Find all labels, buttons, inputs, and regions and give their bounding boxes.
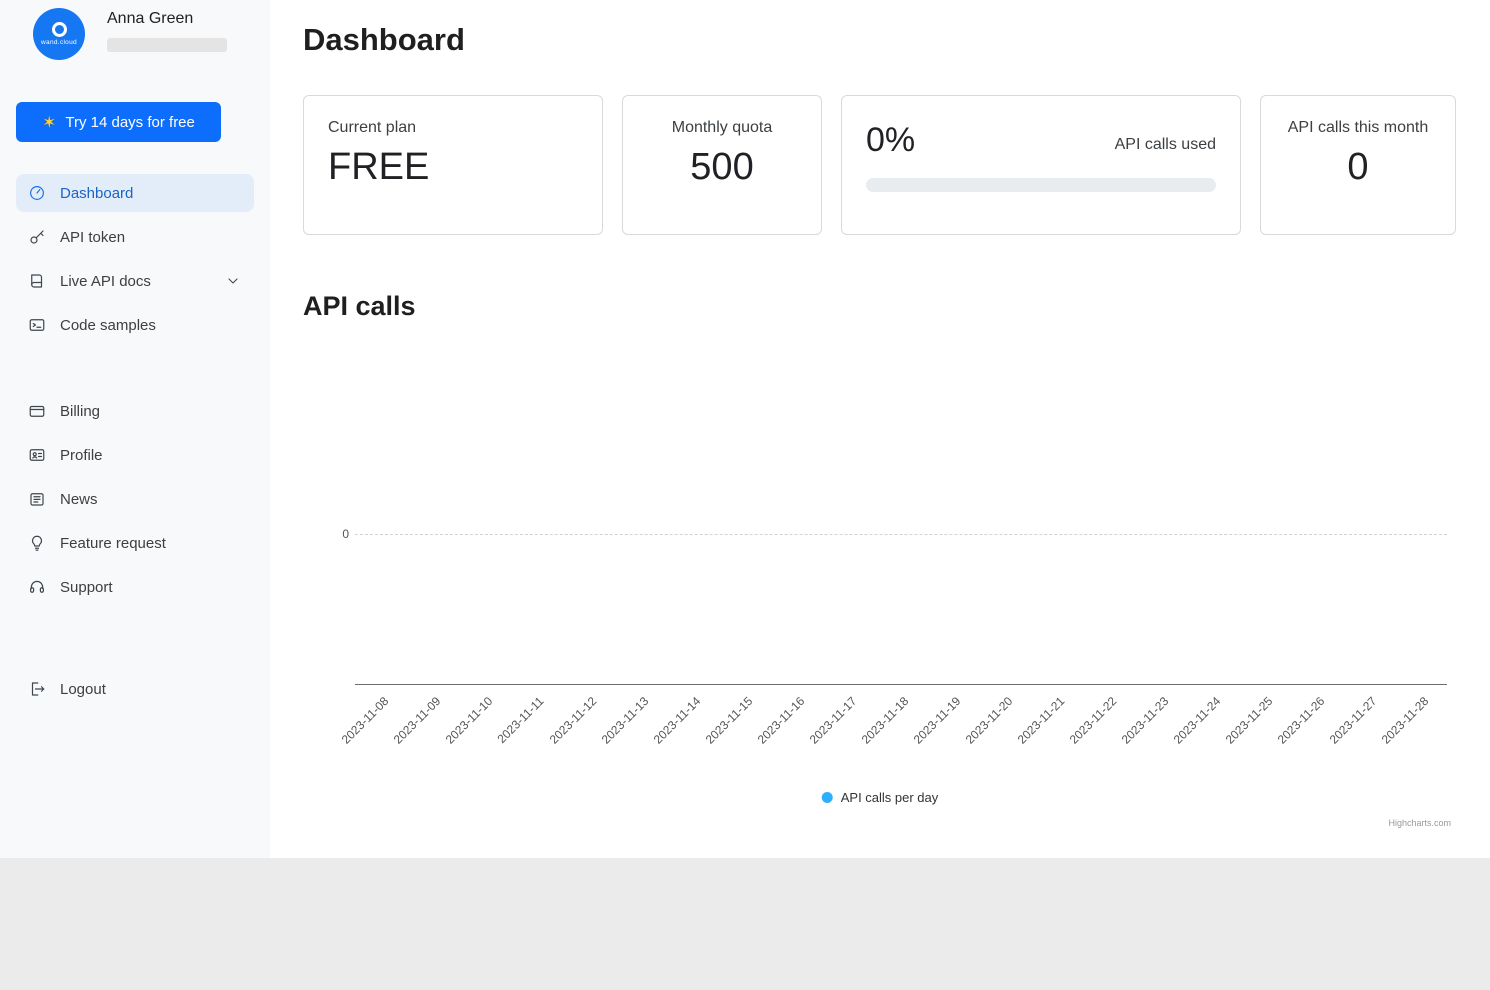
sidebar-item-label: API token	[60, 228, 126, 246]
logout-icon	[28, 680, 46, 698]
usage-progress-bar	[866, 178, 1216, 192]
card-api-calls-used: 0% API calls used	[841, 95, 1241, 235]
page-title: Dashboard	[303, 22, 465, 57]
x-axis-line	[355, 684, 1447, 685]
book-icon	[28, 272, 46, 290]
id-card-icon	[28, 446, 46, 464]
x-axis-tick-label: 2023-11-10	[442, 694, 495, 747]
newspaper-icon	[28, 490, 46, 508]
x-axis-tick-label: 2023-11-08	[338, 694, 391, 747]
legend-label: API calls per day	[840, 790, 939, 805]
sidebar-item-news[interactable]: News	[16, 480, 254, 518]
x-axis-tick-label: 2023-11-25	[1222, 694, 1275, 747]
legend-item-api-calls-per-day[interactable]: API calls per day	[821, 790, 939, 805]
key-icon	[28, 228, 46, 246]
sidebar-item-feature-request[interactable]: Feature request	[16, 524, 254, 562]
card-label: Current plan	[328, 119, 417, 136]
sidebar-item-code-samples[interactable]: Code samples	[16, 306, 254, 344]
x-axis-tick-label: 2023-11-18	[858, 694, 911, 747]
wallet-icon	[28, 402, 46, 420]
x-axis-tick-label: 2023-11-19	[910, 694, 963, 747]
highcharts-credits-link[interactable]: Highcharts.com	[1388, 818, 1451, 828]
sidebar-item-support[interactable]: Support	[16, 568, 254, 606]
y-axis-label: 0	[342, 527, 349, 541]
terminal-icon	[28, 316, 46, 334]
x-axis-tick-label: 2023-11-11	[494, 694, 547, 747]
sidebar-item-label: Logout	[60, 680, 106, 698]
sidebar-item-label: Support	[60, 578, 113, 596]
gridline-zero	[355, 534, 1447, 535]
sidebar-item-label: Live API docs	[60, 272, 151, 290]
sidebar-item-dashboard[interactable]: Dashboard	[16, 174, 254, 212]
card-current-plan: Current plan FREE	[303, 95, 603, 235]
sidebar-item-label: Dashboard	[60, 184, 134, 202]
brand-logo: wand.cloud	[33, 8, 85, 60]
nav-primary: Dashboard API token Live API docs	[16, 174, 254, 344]
usage-row: 0% API calls used	[866, 123, 1216, 157]
nav-secondary: Billing Profile News Feature request	[16, 392, 254, 606]
headset-icon	[28, 578, 46, 596]
sidebar-item-label: Billing	[60, 402, 101, 420]
user-meta: Anna Green	[107, 8, 227, 52]
trial-button-label: Try 14 days for free	[65, 113, 195, 131]
x-axis-tick-label: 2023-11-26	[1274, 694, 1327, 747]
sidebar-item-logout[interactable]: Logout	[16, 670, 254, 708]
chevron-down-icon[interactable]	[224, 272, 242, 290]
x-axis-tick-label: 2023-11-12	[546, 694, 599, 747]
card-label: Monthly quota	[671, 119, 773, 136]
card-label: API calls this month	[1287, 119, 1429, 136]
lightbulb-icon	[28, 534, 46, 552]
usage-percent: 0%	[866, 121, 916, 159]
trial-button[interactable]: ✶ Try 14 days for free	[16, 102, 221, 142]
x-axis-tick-label: 2023-11-14	[650, 694, 703, 747]
nav-logout: Logout	[16, 670, 254, 708]
x-axis-tick-label: 2023-11-23	[1118, 694, 1171, 747]
user-name: Anna Green	[107, 10, 194, 27]
star-icon: ✶	[42, 112, 57, 132]
sidebar-item-label: Code samples	[60, 316, 156, 334]
current-plan-value: FREE	[328, 146, 430, 188]
x-axis-tick-label: 2023-11-22	[1066, 694, 1119, 747]
x-axis-tick-label: 2023-11-27	[1326, 694, 1379, 747]
x-axis-tick-label: 2023-11-20	[962, 694, 1015, 747]
api-calls-chart: 0 2023-11-08 2023-11-09 2023-11-10 2023-11-…	[303, 334, 1457, 834]
x-axis-tick-label: 2023-11-16	[754, 694, 807, 747]
x-axis-tick-label: 2023-11-17	[806, 694, 859, 747]
calls-month-value: 0	[1347, 146, 1369, 188]
x-axis-tick-label: 2023-11-15	[702, 694, 755, 747]
card-api-calls-this-month: API calls this month 0	[1260, 95, 1456, 235]
sidebar-item-label: Profile	[60, 446, 103, 464]
x-axis-tick-label: 2023-11-21	[1014, 694, 1067, 747]
monthly-quota-value: 500	[690, 146, 754, 188]
logo-text: wand.cloud	[41, 39, 77, 46]
x-axis-tick-label: 2023-11-13	[598, 694, 651, 747]
x-axis-tick-label: 2023-11-28	[1378, 694, 1431, 747]
sidebar-item-profile[interactable]: Profile	[16, 436, 254, 474]
sidebar-item-api-token[interactable]: API token	[16, 218, 254, 256]
card-monthly-quota: Monthly quota 500	[622, 95, 822, 235]
chart-section-title: API calls	[303, 291, 416, 321]
sidebar-item-billing[interactable]: Billing	[16, 392, 254, 430]
sidebar: wand.cloud Anna Green ✶ Try 14 days for …	[0, 0, 270, 858]
user-block: wand.cloud Anna Green	[16, 8, 254, 60]
legend-marker-icon	[821, 792, 833, 803]
stat-cards: Current plan FREE Monthly quota 500 0% A…	[303, 95, 1457, 235]
x-axis-tick-label: 2023-11-09	[390, 694, 443, 747]
card-label: API calls used	[1114, 136, 1216, 153]
app-window: wand.cloud Anna Green ✶ Try 14 days for …	[0, 0, 1490, 858]
logo-ring-icon	[51, 22, 67, 37]
x-axis-tick-label: 2023-11-24	[1170, 694, 1223, 747]
dashboard-icon	[28, 184, 46, 202]
user-email-placeholder	[107, 38, 227, 52]
sidebar-item-live-api-docs[interactable]: Live API docs	[16, 262, 254, 300]
sidebar-item-label: News	[60, 490, 98, 508]
main-content: Dashboard Current plan FREE Monthly quot…	[270, 0, 1490, 858]
sidebar-item-label: Feature request	[60, 534, 166, 552]
